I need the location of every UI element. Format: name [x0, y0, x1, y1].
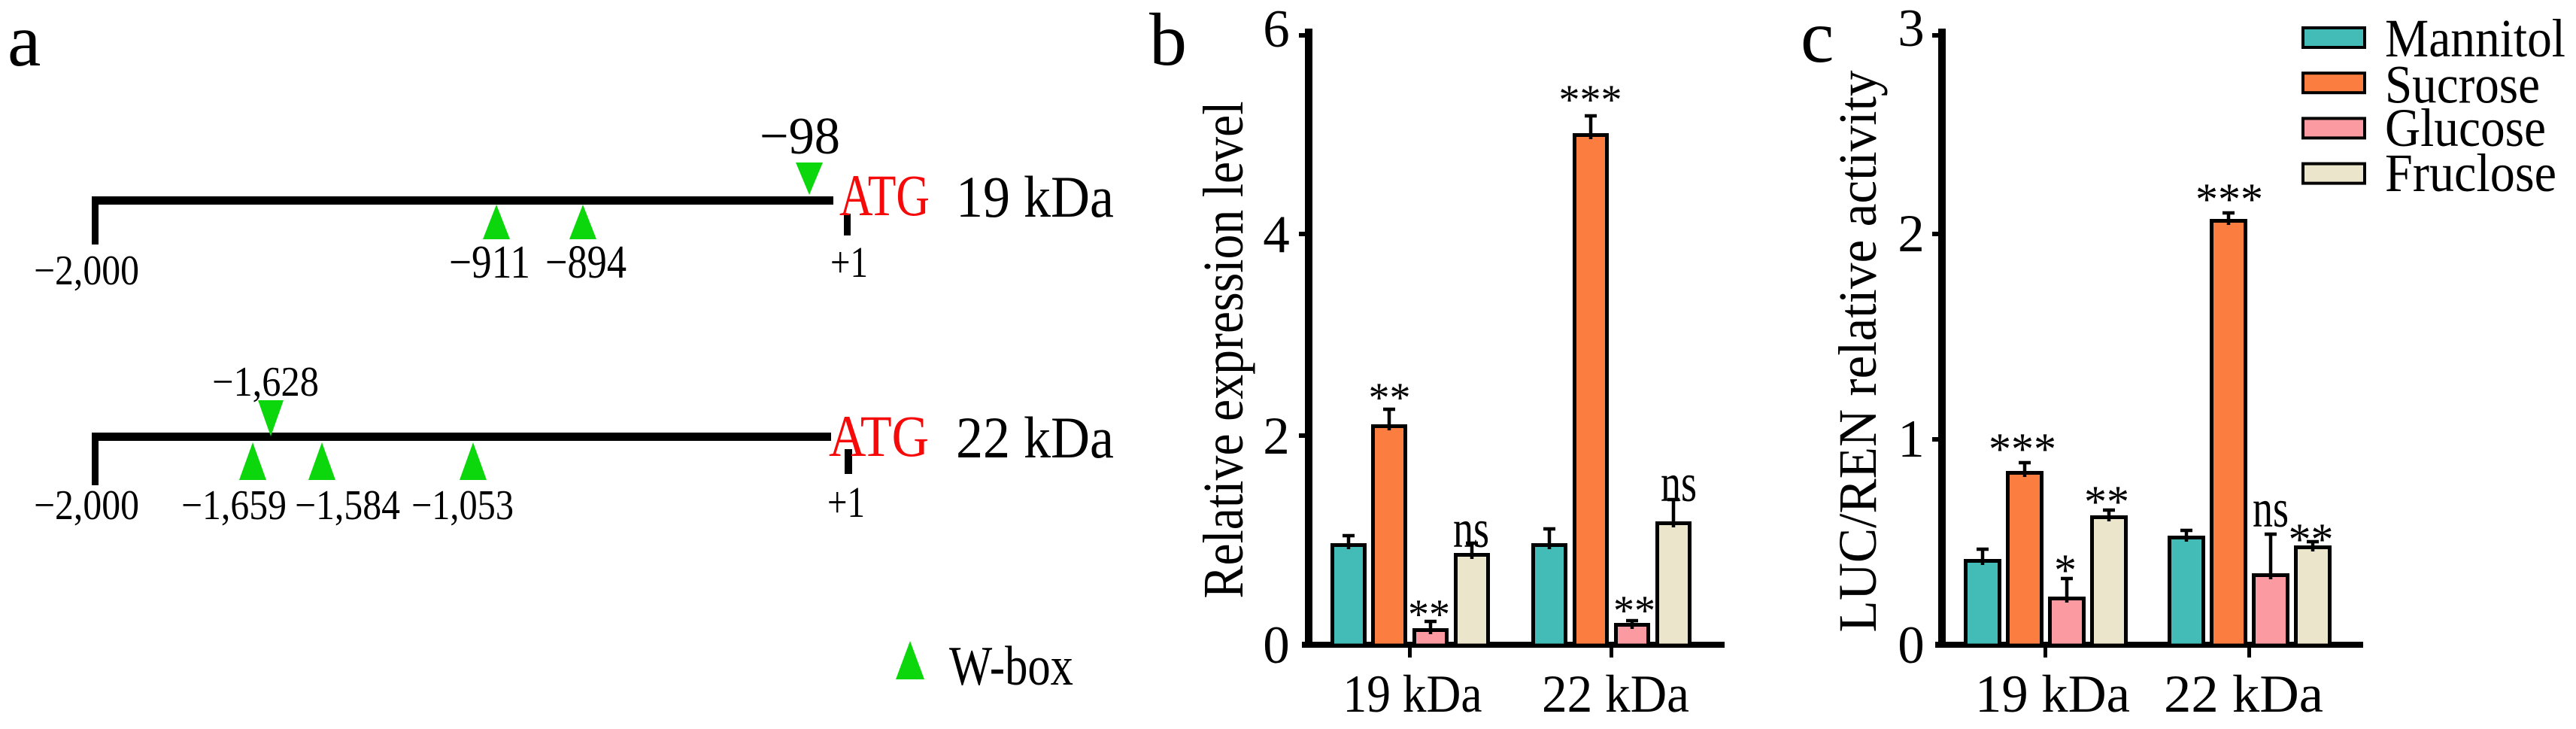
svg-text:***: *** [2195, 175, 2263, 224]
svg-text:0: 0 [1263, 616, 1290, 675]
svg-text:22 kDa: 22 kDa [1542, 665, 1689, 724]
svg-text:Fruclose: Fruclose [2385, 143, 2556, 203]
svg-text:19 kDa: 19 kDa [1343, 665, 1482, 724]
svg-text:−98: −98 [760, 108, 840, 166]
svg-text:3: 3 [1898, 0, 1925, 58]
svg-text:ns: ns [2253, 478, 2289, 539]
svg-text:**: ** [1408, 591, 1450, 638]
svg-text:−2,000: −2,000 [34, 248, 139, 294]
svg-text:Relative expression level: Relative expression level [1192, 102, 1255, 599]
svg-text:−1,659: −1,659 [181, 482, 287, 529]
svg-text:0: 0 [1898, 616, 1925, 675]
svg-text:−1,053: −1,053 [411, 482, 514, 529]
svg-text:−2,000: −2,000 [34, 482, 139, 529]
svg-text:ns: ns [1661, 453, 1697, 513]
svg-text:b: b [1149, 0, 1187, 81]
svg-text:a: a [8, 0, 41, 82]
svg-text:**: ** [2084, 477, 2129, 527]
svg-text:ns: ns [1453, 499, 1489, 559]
svg-text:−1,628: −1,628 [212, 359, 319, 406]
svg-text:LUC/REN relative activity: LUC/REN relative activity [1828, 71, 1888, 633]
svg-text:W-box: W-box [949, 636, 1073, 697]
svg-text:Mannitol: Mannitol [2385, 8, 2565, 68]
svg-text:2: 2 [1263, 407, 1290, 466]
svg-text:−1,584: −1,584 [295, 482, 400, 529]
svg-text:*: * [2054, 545, 2077, 595]
svg-text:**: ** [2289, 515, 2334, 564]
svg-text:6: 6 [1263, 0, 1290, 59]
svg-text:c: c [1801, 0, 1834, 78]
svg-text:ATG: ATG [839, 163, 930, 228]
svg-text:4: 4 [1263, 205, 1290, 264]
svg-text:+1: +1 [830, 238, 868, 287]
svg-text:−894: −894 [545, 237, 627, 288]
svg-text:Glucose: Glucose [2385, 98, 2546, 158]
svg-text:22 kDa: 22 kDa [956, 405, 1114, 470]
svg-text:***: *** [1989, 424, 2056, 474]
svg-text:1: 1 [1898, 410, 1925, 469]
svg-text:Sucrose: Sucrose [2385, 55, 2540, 115]
svg-text:2: 2 [1898, 205, 1925, 263]
svg-text:**: ** [1369, 375, 1411, 421]
svg-text:***: *** [1559, 77, 1622, 123]
svg-text:22 kDa: 22 kDa [2164, 665, 2323, 724]
svg-text:19 kDa: 19 kDa [956, 164, 1114, 229]
svg-text:**: ** [1613, 588, 1655, 634]
svg-text:−911: −911 [449, 237, 530, 288]
svg-text:19 kDa: 19 kDa [1975, 665, 2130, 724]
svg-text:+1: +1 [827, 478, 865, 527]
svg-text:ATG: ATG [829, 403, 929, 469]
